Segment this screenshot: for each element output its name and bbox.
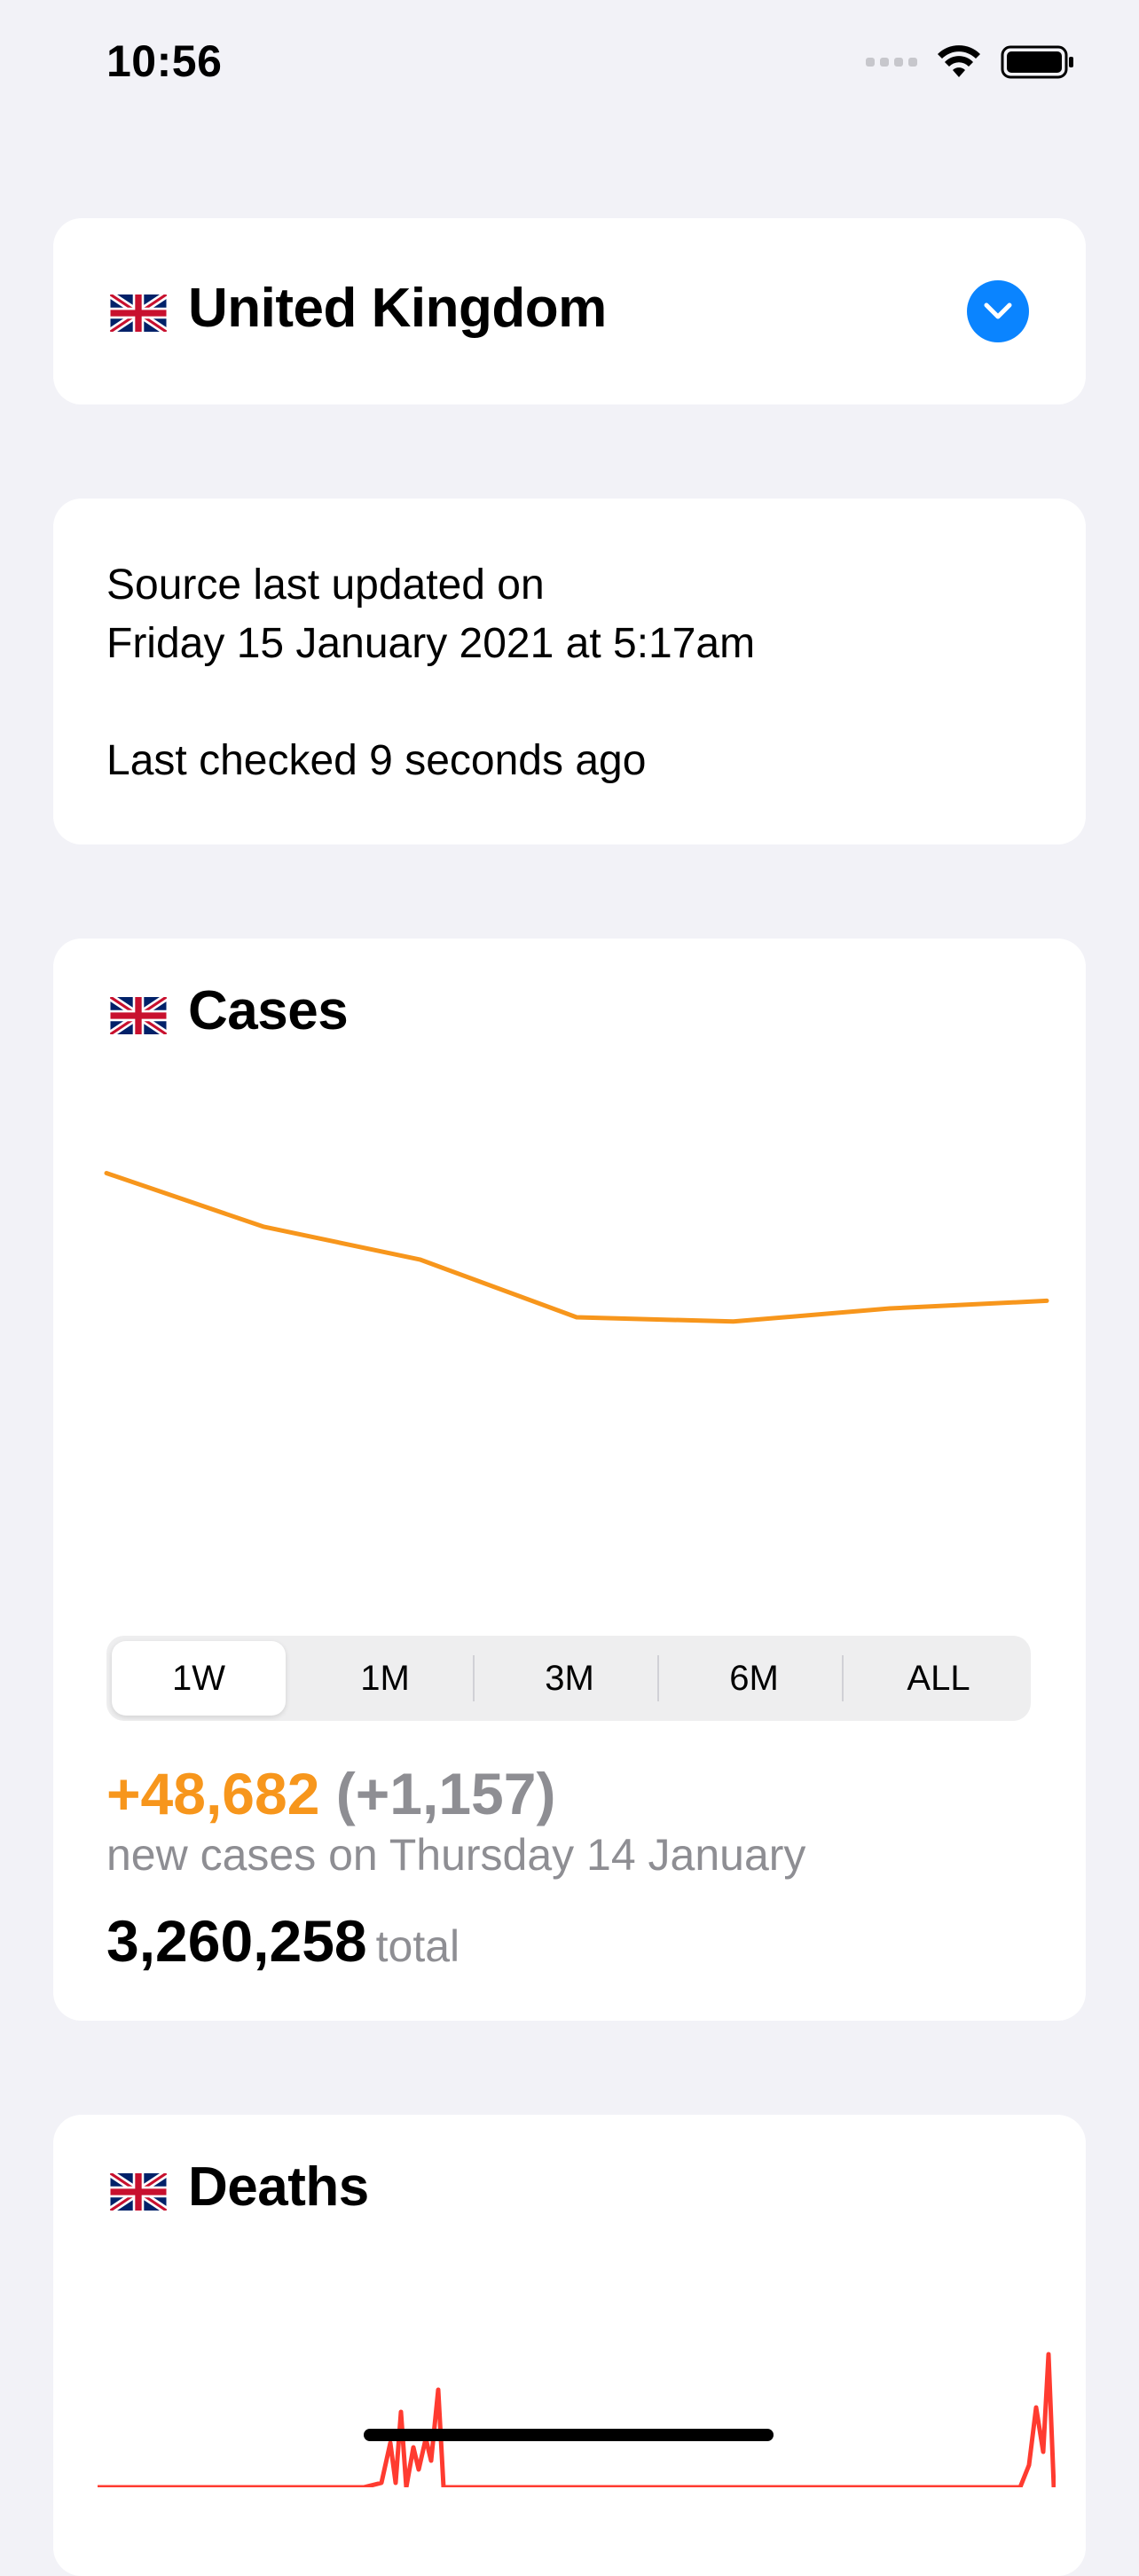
deaths-line-chart [98,2266,1056,2487]
source-info-card: Source last updated on Friday 15 January… [53,499,1086,844]
range-segmented-control[interactable]: 1W 1M 3M 6M ALL [106,1636,1031,1721]
uk-flag-icon [110,997,167,1034]
home-indicator[interactable] [364,2429,774,2441]
uk-flag-icon [110,2173,167,2211]
source-updated-label: Source last updated on [106,561,545,609]
cases-card: Cases 1W 1M 3M 6M ALL +48,682 (+1,157) n… [53,939,1086,2021]
deaths-series-line [98,2354,1054,2487]
uk-flag-icon [110,295,167,332]
cases-line-chart [98,1089,1056,1622]
last-checked-text: Last checked 9 seconds ago [106,736,646,785]
country-dropdown-button[interactable] [967,280,1029,342]
range-1m-tab[interactable]: 1M [298,1641,472,1716]
range-all-tab[interactable]: ALL [852,1641,1025,1716]
new-cases-delta: (+1,157) [336,1761,556,1826]
deaths-card: Deaths [53,2115,1086,2576]
segment-divider [842,1655,844,1701]
new-cases-description: new cases on Thursday 14 January [106,1829,805,1881]
total-cases-label: total [376,1921,460,1971]
segment-divider [657,1655,659,1701]
status-bar: 10:56 [0,0,1139,124]
chevron-down-icon [983,302,1013,321]
cellular-signal-icon [866,58,917,67]
segment-divider [473,1655,475,1701]
battery-icon [1001,44,1075,80]
cases-title: Cases [188,979,348,1042]
wifi-icon [937,45,981,79]
new-cases-figure: +48,682 (+1,157) [106,1760,555,1827]
country-selector-card[interactable]: United Kingdom [53,218,1086,404]
range-1w-tab[interactable]: 1W [112,1641,286,1716]
deaths-title: Deaths [188,2156,369,2219]
country-name: United Kingdom [188,277,607,340]
status-icons [866,44,1075,80]
cases-series-line [106,1174,1047,1322]
source-updated-date: Friday 15 January 2021 at 5:17am [106,619,755,668]
range-6m-tab[interactable]: 6M [667,1641,841,1716]
status-time: 10:56 [106,35,222,87]
range-3m-tab[interactable]: 3M [483,1641,656,1716]
new-cases-count: +48,682 [106,1761,319,1826]
total-cases-count: 3,260,258 [106,1908,367,1974]
